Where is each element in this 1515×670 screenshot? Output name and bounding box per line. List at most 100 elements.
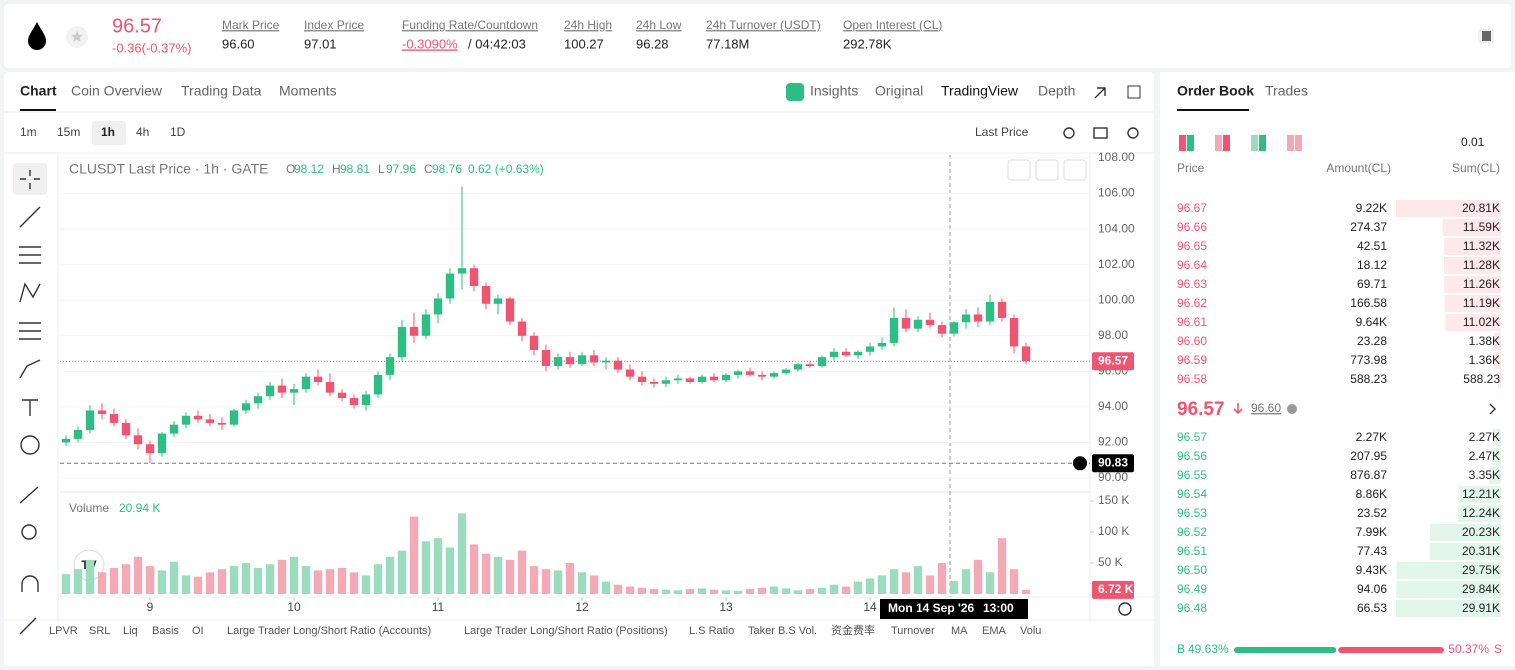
book-tab[interactable]: Trades — [1265, 83, 1308, 99]
pen-icon[interactable] — [19, 617, 37, 635]
volume-bar — [469, 544, 479, 594]
candle-body — [457, 268, 467, 274]
precision[interactable]: 0.01 — [1461, 135, 1485, 149]
channel-icon[interactable] — [19, 246, 41, 264]
view-tab[interactable]: Original — [875, 83, 923, 99]
book-tab[interactable]: Order Book — [1177, 83, 1254, 99]
book-mode[interactable] — [1215, 135, 1222, 151]
pattern-icon[interactable] — [19, 282, 41, 303]
candle-body — [217, 422, 227, 425]
candle-body — [577, 355, 587, 365]
last-price-label: 96.57 — [1098, 353, 1128, 367]
book-mode-part — [1259, 135, 1266, 151]
cursor-tool[interactable] — [13, 163, 47, 195]
layout-button[interactable] — [1127, 85, 1141, 99]
fib-icon[interactable] — [19, 322, 41, 340]
interval[interactable]: 4h — [136, 125, 149, 139]
indicator[interactable]: L.S Ratio — [689, 625, 734, 637]
indicator[interactable]: Large Trader Long/Short Ratio (Accounts) — [227, 625, 431, 637]
indicator[interactable]: 资金费率 — [831, 623, 875, 637]
line-icon[interactable] — [19, 206, 41, 228]
interval[interactable]: 15m — [57, 125, 80, 139]
last-price-box — [1092, 352, 1134, 371]
volume-bar — [169, 561, 179, 594]
book-price: 96.63 — [1177, 277, 1207, 291]
brush-icon[interactable] — [19, 359, 41, 379]
text-icon[interactable] — [22, 399, 38, 416]
tab[interactable]: Chart — [20, 83, 57, 99]
y-tick-label: 104.00 — [1098, 221, 1135, 235]
price-source[interactable]: Last Price — [975, 125, 1029, 139]
book-sum: 2.27K — [1469, 430, 1500, 444]
book-mode[interactable] — [1251, 135, 1258, 151]
search-button[interactable] — [1063, 127, 1075, 139]
volume-bar — [889, 569, 899, 594]
book-amount: 207.95 — [1350, 449, 1387, 463]
stat-extra: / 04:42:03 — [468, 36, 526, 51]
collapse-button[interactable] — [1035, 159, 1059, 181]
candle-body — [85, 410, 95, 430]
volume-bar — [781, 588, 791, 594]
add-order-button[interactable] — [1073, 456, 1087, 471]
volume-bar — [817, 587, 827, 594]
scroll-button[interactable] — [1007, 159, 1031, 181]
book-sum: 11.26K — [1463, 277, 1500, 291]
tab[interactable]: Coin Overview — [71, 83, 163, 99]
depth-bar — [1444, 257, 1501, 274]
indicator[interactable]: Turnover — [891, 625, 935, 637]
indicator[interactable]: Volu — [1020, 625, 1041, 637]
volume-bar — [481, 553, 491, 594]
indicator[interactable]: LPVR — [49, 625, 78, 637]
magnet-icon[interactable] — [21, 575, 39, 592]
indicator[interactable]: EMA — [982, 625, 1007, 637]
indicator[interactable]: OI — [192, 625, 204, 637]
book-mode[interactable] — [1287, 135, 1294, 151]
volume-bar — [649, 589, 659, 594]
view-tab[interactable]: Insights — [810, 83, 858, 99]
swap-button[interactable] — [1063, 159, 1087, 181]
emoji-icon[interactable] — [20, 435, 40, 455]
zoom-icon[interactable] — [21, 524, 37, 540]
depth-bar — [1443, 238, 1501, 255]
indicator[interactable]: Large Trader Long/Short Ratio (Positions… — [464, 625, 668, 637]
ruler-icon[interactable] — [19, 486, 39, 504]
tab[interactable]: Moments — [279, 83, 337, 99]
candle-body — [997, 302, 1007, 318]
indicator[interactable]: MA — [951, 625, 968, 637]
indicator[interactable]: Liq — [123, 625, 138, 637]
indicator[interactable]: Basis — [152, 625, 179, 637]
interval[interactable]: 1h — [101, 125, 115, 139]
book-amount: 876.87 — [1350, 468, 1387, 482]
camera-button[interactable] — [1093, 127, 1108, 139]
fullscreen-button[interactable] — [1094, 87, 1106, 99]
book-sum: 11.28K — [1463, 258, 1500, 272]
indicator[interactable]: Taker B.S Vol. — [748, 625, 817, 637]
depth-bar — [1458, 486, 1501, 503]
book-mode[interactable] — [1179, 135, 1186, 151]
view-tab[interactable]: TradingView — [941, 83, 1019, 99]
interval[interactable]: 1D — [170, 125, 186, 139]
expand-arrow[interactable] — [1489, 403, 1496, 415]
candle-body — [973, 314, 983, 322]
candle-body — [661, 380, 671, 384]
volume-bar — [841, 586, 851, 594]
candle-body — [73, 430, 83, 439]
legend-key: C — [424, 162, 433, 176]
y-tick-label: 92.00 — [1098, 435, 1128, 449]
view-tab[interactable]: Depth — [1038, 83, 1075, 99]
candle-body — [493, 298, 503, 304]
interval[interactable]: 1m — [20, 125, 37, 139]
volume-bar — [901, 572, 911, 594]
volume-bar — [217, 569, 227, 594]
volume-bar — [409, 516, 419, 594]
volume-bar — [997, 538, 1007, 594]
settings-button[interactable] — [1127, 127, 1139, 139]
tab[interactable]: Trading Data — [181, 83, 262, 99]
book-sum: 1.36K — [1469, 353, 1500, 367]
indicator[interactable]: SRL — [89, 625, 110, 637]
axis-settings[interactable] — [1118, 602, 1132, 616]
candle-body — [301, 376, 311, 390]
candle-body — [1009, 318, 1019, 347]
volume-bar — [277, 559, 287, 594]
